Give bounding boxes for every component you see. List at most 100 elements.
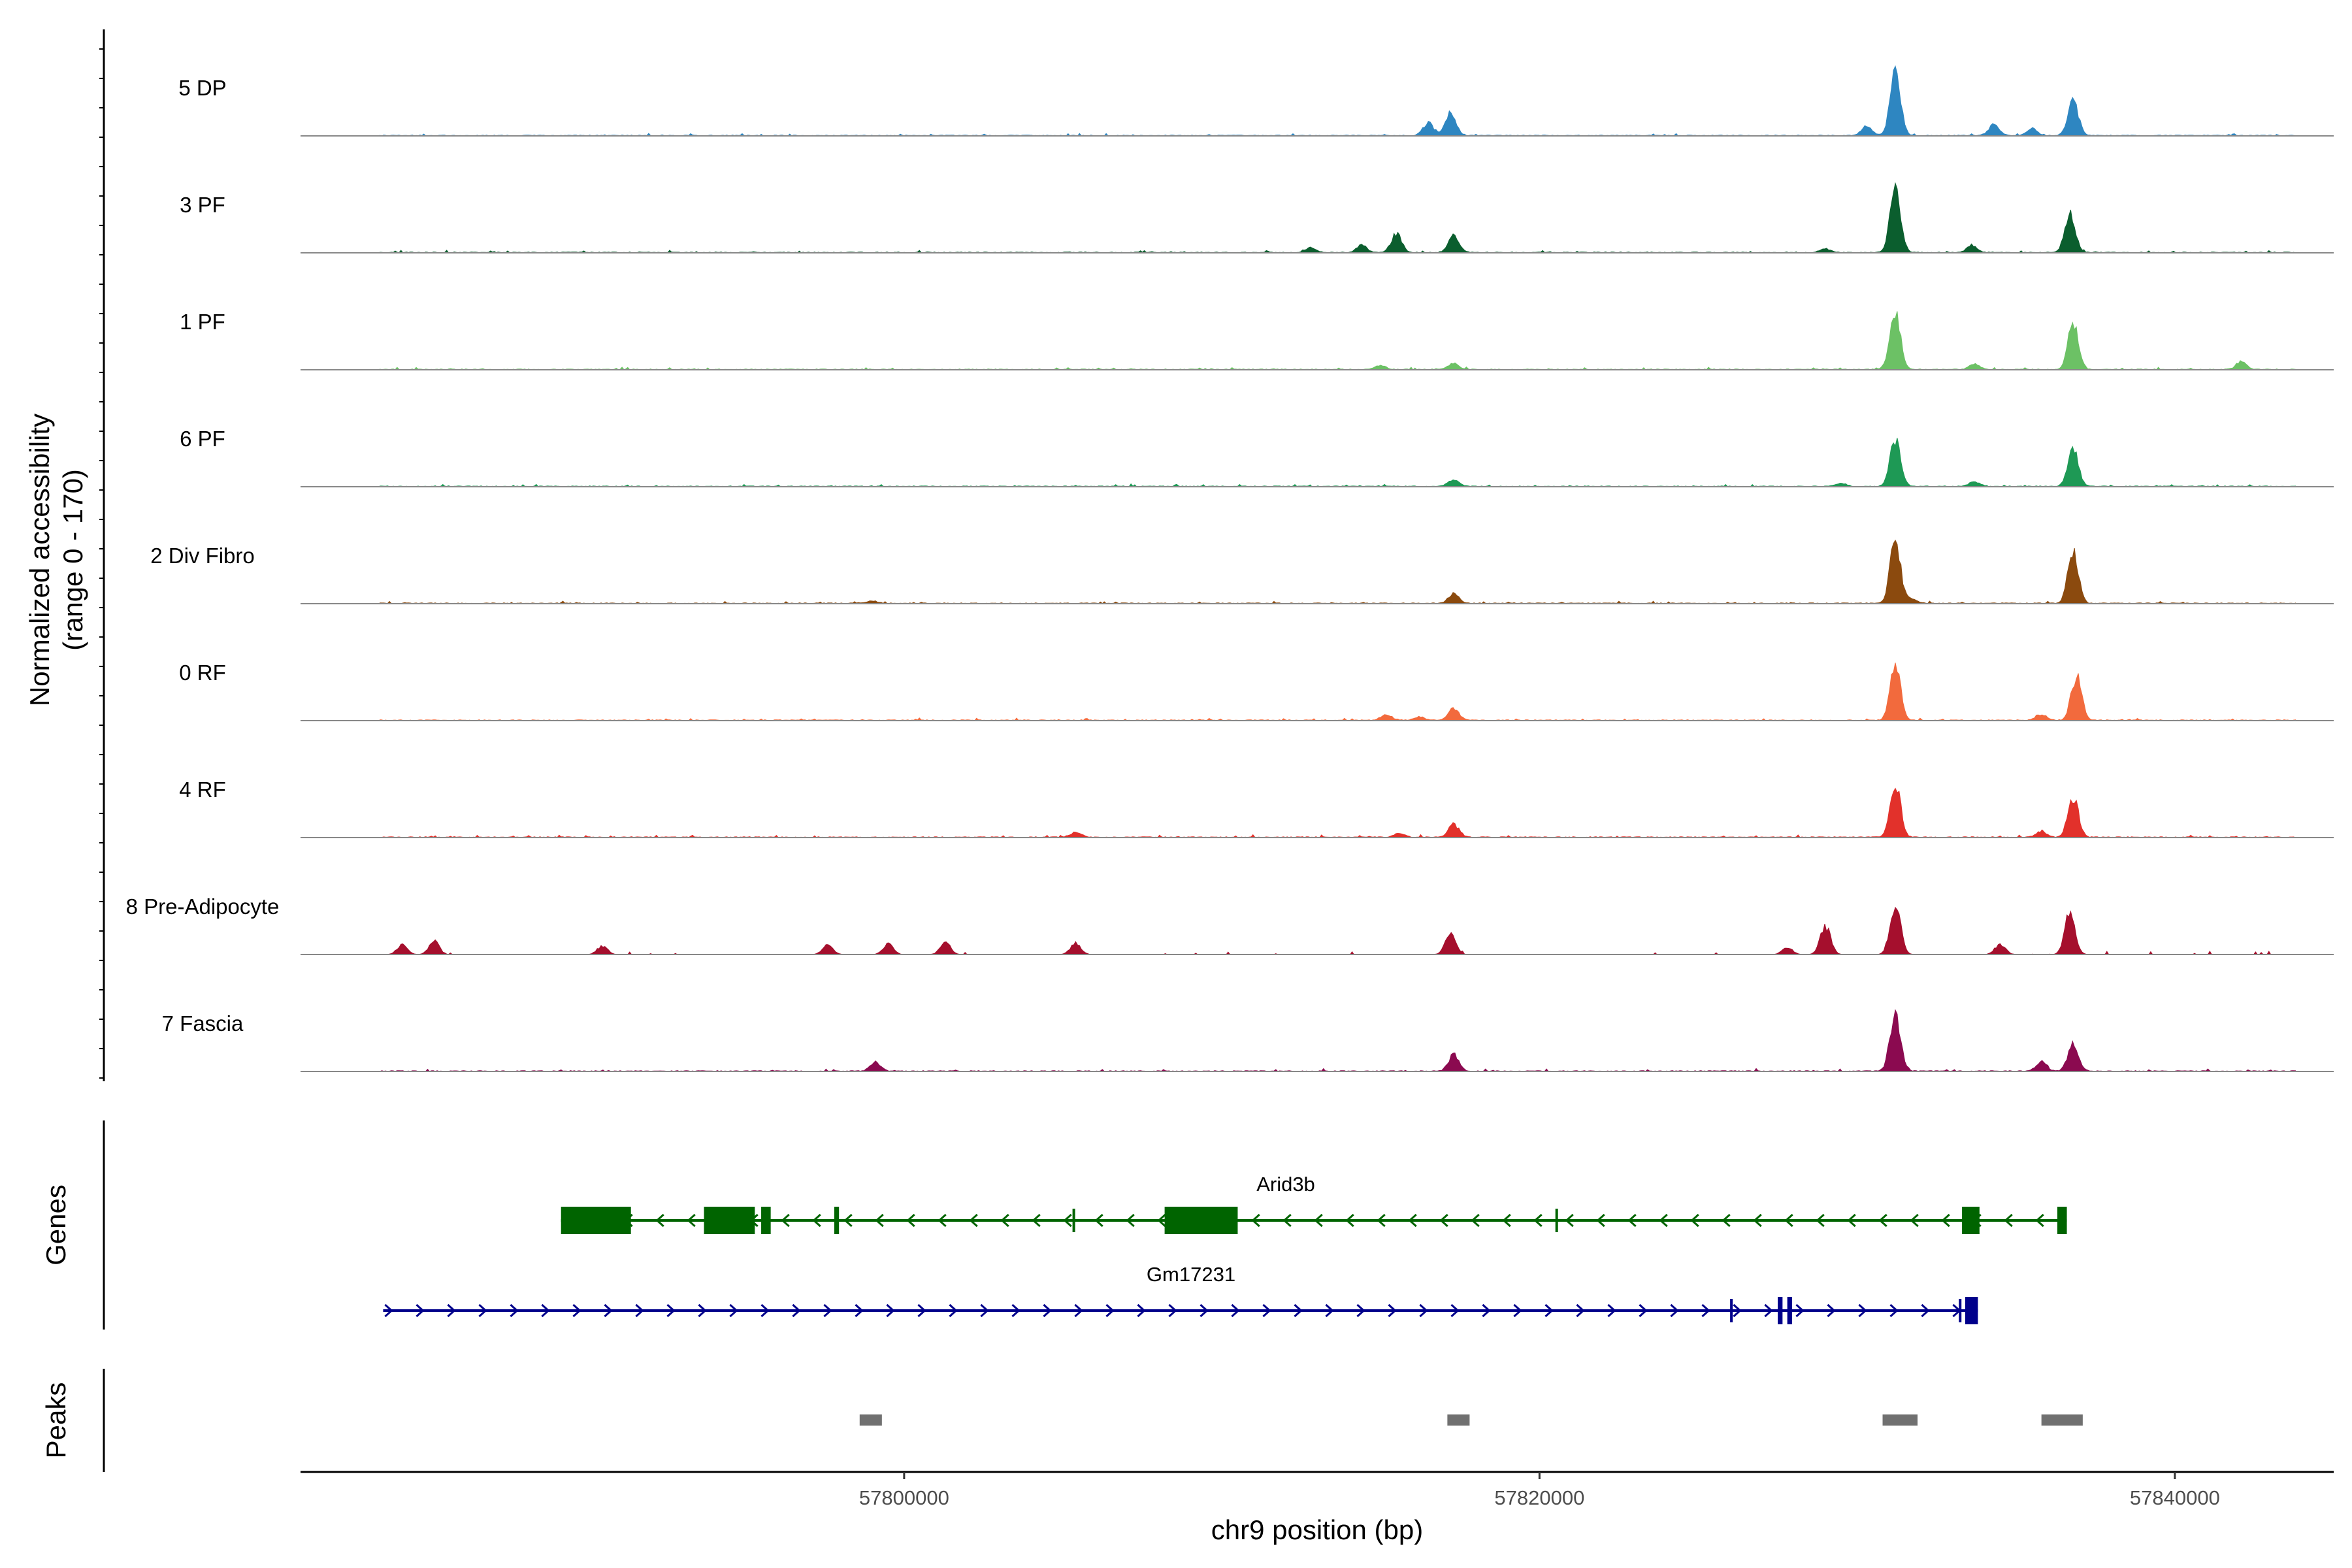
strand-arrow (1356, 1303, 1365, 1318)
strand-arrow (1753, 1213, 1762, 1228)
strand-arrow (1000, 1213, 1009, 1228)
strand-arrow (384, 1303, 393, 1318)
strand-arrow (1282, 1213, 1292, 1228)
strand-arrow (729, 1303, 738, 1318)
strand-arrow (1314, 1213, 1323, 1228)
peak-region (1447, 1414, 1470, 1426)
strand-arrow (812, 1213, 821, 1228)
coverage-track: 4 RF (179, 777, 2334, 838)
strand-arrow (1878, 1213, 1887, 1228)
gene-exon (1962, 1207, 1980, 1234)
coverage-tracks: 5 DP 3 PF 1 PF 6 PF 2 Div Fibro 0 RF 4 RF 8 Pre… (126, 65, 2334, 1072)
gene-exon (1072, 1209, 1075, 1232)
x-axis-ticks: 57800000 57820000 57840000 (859, 1472, 2220, 1509)
gene-exon (561, 1207, 631, 1234)
track-label: 3 PF (180, 193, 225, 217)
strand-arrow (1345, 1213, 1354, 1228)
strand-arrow (666, 1303, 676, 1318)
strand-arrow (855, 1303, 864, 1318)
strand-arrow (1576, 1303, 1585, 1318)
strand-arrow (1513, 1303, 1522, 1318)
strand-arrow (1910, 1213, 1919, 1228)
strand-arrow (1889, 1303, 1899, 1318)
gene-exon (1787, 1297, 1792, 1324)
strand-arrow (843, 1213, 853, 1228)
coverage-area (380, 662, 2296, 721)
gene-exon (1555, 1209, 1558, 1232)
strand-arrow (1701, 1303, 1710, 1318)
strand-arrow (1639, 1303, 1648, 1318)
peak-region (2041, 1414, 2083, 1426)
coverage-area (380, 787, 2296, 838)
gene-name-label: Arid3b (1256, 1173, 1315, 1196)
strand-arrow (1032, 1213, 1041, 1228)
strand-arrow (1816, 1213, 1825, 1228)
genes-track-title: Genes (41, 1184, 71, 1266)
strand-arrow (1827, 1303, 1836, 1318)
strand-arrow (1670, 1303, 1679, 1318)
strand-arrow (687, 1213, 696, 1228)
strand-arrow (1419, 1303, 1428, 1318)
strand-arrow (792, 1303, 801, 1318)
coverage-area (380, 182, 2296, 253)
coverage-area (380, 906, 2296, 955)
strand-arrow (886, 1303, 895, 1318)
x-axis-title: chr9 position (bp) (1211, 1514, 1424, 1545)
strand-arrow (1294, 1303, 1303, 1318)
strand-arrow (416, 1303, 425, 1318)
gene-exon (1965, 1297, 1978, 1324)
strand-arrow (1690, 1213, 1699, 1228)
strand-arrow (1157, 1213, 1166, 1228)
strand-arrow (1565, 1213, 1574, 1228)
strand-arrow (1439, 1213, 1448, 1228)
strand-arrow (698, 1303, 707, 1318)
strand-arrow (1325, 1303, 1334, 1318)
coverage-track: 8 Pre-Adipocyte (126, 894, 2334, 955)
gene-model: Gm17231 (383, 1263, 1978, 1324)
strand-arrow (447, 1303, 456, 1318)
track-label: 0 RF (179, 661, 226, 685)
gene-exon (834, 1207, 840, 1234)
coverage-track: 2 Div Fibro (150, 539, 2334, 604)
strand-arrow (1596, 1213, 1605, 1228)
coverage-track: 3 PF (180, 182, 2334, 253)
coverage-y-axis (99, 29, 105, 1081)
gene-exon (2057, 1207, 2067, 1234)
strand-arrow (1388, 1303, 1397, 1318)
peak-region (859, 1414, 882, 1426)
strand-arrow (1764, 1303, 1773, 1318)
strand-arrow (969, 1213, 978, 1228)
strand-arrow (1533, 1213, 1543, 1228)
strand-arrow (906, 1213, 915, 1228)
strand-arrow (1941, 1213, 1950, 1228)
track-label: 6 PF (180, 427, 225, 451)
coverage-area (380, 65, 2296, 137)
gene-annotation-track: Arid3b Gm17231 (383, 1173, 2067, 1324)
x-tick-label: 57840000 (2130, 1486, 2220, 1509)
strand-arrow (1482, 1303, 1491, 1318)
strand-arrow (1105, 1303, 1115, 1318)
track-label: 2 Div Fibro (150, 544, 255, 568)
coverage-area (380, 1009, 2296, 1072)
strand-arrow (635, 1303, 644, 1318)
strand-arrow (2035, 1213, 2044, 1228)
strand-arrow (1168, 1303, 1177, 1318)
strand-arrow (1858, 1303, 1867, 1318)
strand-arrow (1251, 1213, 1260, 1228)
track-label: 4 RF (179, 777, 226, 802)
coverage-track: 7 Fascia (162, 1009, 2334, 1072)
strand-arrow (478, 1303, 487, 1318)
strand-arrow (572, 1303, 581, 1318)
gene-exon (1778, 1297, 1783, 1324)
y-axis-title-line1: Normalized accessibility (24, 414, 55, 706)
strand-arrow (1722, 1213, 1731, 1228)
strand-arrow (1471, 1213, 1480, 1228)
strand-arrow (1011, 1303, 1021, 1318)
strand-arrow (1094, 1213, 1103, 1228)
gene-name-label: Gm17231 (1147, 1263, 1235, 1286)
peak-region (1882, 1414, 1918, 1426)
strand-arrow (1262, 1303, 1271, 1318)
strand-arrow (1921, 1303, 1930, 1318)
track-label: 1 PF (180, 310, 225, 334)
coverage-area (380, 311, 2296, 370)
